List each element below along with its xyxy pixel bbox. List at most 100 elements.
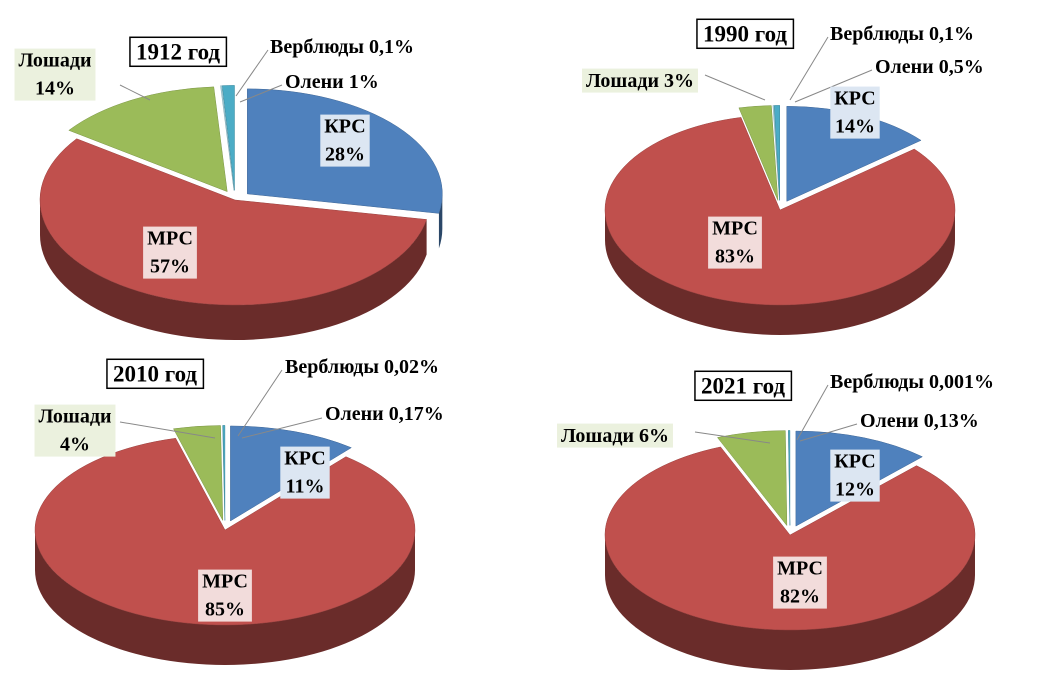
data-label-text: Верблюды 0,1%: [830, 23, 974, 45]
label-background: [198, 569, 252, 622]
slice: [221, 85, 235, 191]
slice: [774, 105, 780, 201]
value-label: 0,1%: [929, 23, 974, 45]
leader-line: [241, 417, 323, 439]
value-label: 82%: [780, 586, 820, 608]
value-label: 4%: [60, 434, 90, 456]
value-label: 6%: [639, 425, 669, 447]
category-label: Олени: [325, 403, 384, 425]
category-label: Верблюды: [830, 23, 924, 45]
data-label: Верблюды 0,001%: [830, 371, 994, 393]
slice-side: [35, 530, 415, 665]
leader-line: [789, 36, 829, 101]
category-label: Верблюды: [830, 371, 924, 393]
chart-title: 1912 год: [136, 39, 220, 64]
data-label: МРС 85%: [198, 569, 252, 622]
data-label: МРС 83%: [708, 216, 762, 269]
pie-sides: [605, 535, 975, 670]
title-frame: [106, 358, 205, 390]
data-label-text: Лошади 3%: [586, 70, 694, 92]
chart-title: 2021 год: [701, 373, 785, 398]
label-background: [34, 404, 116, 457]
data-label: Олени 0,13%: [860, 410, 979, 432]
title-frame: [694, 370, 793, 402]
value-label: 0,02%: [384, 356, 439, 378]
slice: [604, 117, 956, 306]
value-label: 28%: [325, 144, 365, 166]
category-label: КРС: [324, 116, 365, 138]
slice: [717, 430, 788, 527]
category-label: Лошади: [561, 425, 634, 447]
slice-side: [40, 200, 427, 340]
category-label: Олени: [860, 410, 919, 432]
label-background: [830, 449, 880, 502]
leader-line: [704, 74, 766, 101]
label-background: [582, 68, 698, 93]
category-label: Лошади: [586, 70, 659, 92]
value-label: 57%: [150, 256, 190, 278]
label-background: [708, 216, 762, 269]
title-frame: [696, 18, 795, 50]
category-label: Олени: [875, 56, 934, 78]
slice: [220, 85, 235, 191]
value-label: 0,001%: [929, 371, 994, 393]
data-label: Олени 0,17%: [325, 403, 444, 425]
slice: [68, 86, 228, 192]
pie-tops: [604, 105, 956, 306]
value-label: 0,5%: [939, 56, 984, 78]
category-label: КРС: [834, 451, 875, 473]
slice: [604, 446, 976, 631]
leader-line: [796, 384, 829, 441]
value-label: 12%: [835, 479, 875, 501]
data-label: Олени 0,5%: [875, 56, 984, 78]
value-label: 14%: [35, 78, 75, 100]
label-background: [14, 48, 96, 101]
data-label: Верблюды 0,1%: [270, 36, 414, 58]
category-label: МРС: [202, 571, 248, 593]
leader-line: [239, 84, 283, 103]
pie-sides: [605, 210, 955, 335]
value-label: 1%: [349, 71, 379, 93]
leader-line: [799, 423, 858, 442]
pie-sides: [40, 193, 443, 340]
data-label: МРС 57%: [143, 226, 197, 279]
data-label: МРС 82%: [773, 556, 827, 609]
data-label-text: Верблюды 0,1%: [270, 36, 414, 58]
data-label-text: Лошади 6%: [561, 425, 669, 447]
leader-line: [794, 69, 873, 103]
slice: [788, 430, 791, 526]
title-frame: [129, 36, 228, 68]
value-label: 14%: [835, 116, 875, 138]
category-label: Олени: [285, 71, 344, 93]
data-label: КРС 12%: [830, 449, 880, 502]
label-background: [280, 446, 330, 499]
chart-title-box: 1990 год: [696, 18, 795, 50]
data-label-text: Олени 1%: [285, 71, 379, 93]
leader-line: [237, 369, 283, 437]
pie-sides: [35, 530, 415, 665]
slice-side: [438, 193, 443, 249]
slice-side: [605, 210, 955, 335]
data-label-text: Верблюды 0,001%: [830, 371, 994, 393]
slice: [738, 105, 779, 201]
chart-title-box: 2021 год: [694, 370, 793, 402]
data-label-text: Олени 0,5%: [875, 56, 984, 78]
data-label-text: Олени 0,17%: [325, 403, 444, 425]
value-label: 0,17%: [389, 403, 444, 425]
category-label: Верблюды: [270, 36, 364, 58]
leader-line: [119, 84, 151, 101]
data-label-text: Олени 0,13%: [860, 410, 979, 432]
category-label: МРС: [712, 218, 758, 240]
data-label: Лошади 6%: [557, 423, 673, 448]
chart-title-box: 2010 год: [106, 358, 205, 390]
category-label: МРС: [147, 228, 193, 250]
leader-line: [119, 421, 216, 439]
label-background: [830, 86, 880, 139]
label-background: [143, 226, 197, 279]
data-label: КРС 28%: [320, 114, 370, 167]
value-label: 3%: [664, 70, 694, 92]
category-label: КРС: [284, 448, 325, 470]
leader-line: [235, 49, 269, 97]
slice-side: [605, 535, 975, 670]
slice: [772, 105, 780, 201]
